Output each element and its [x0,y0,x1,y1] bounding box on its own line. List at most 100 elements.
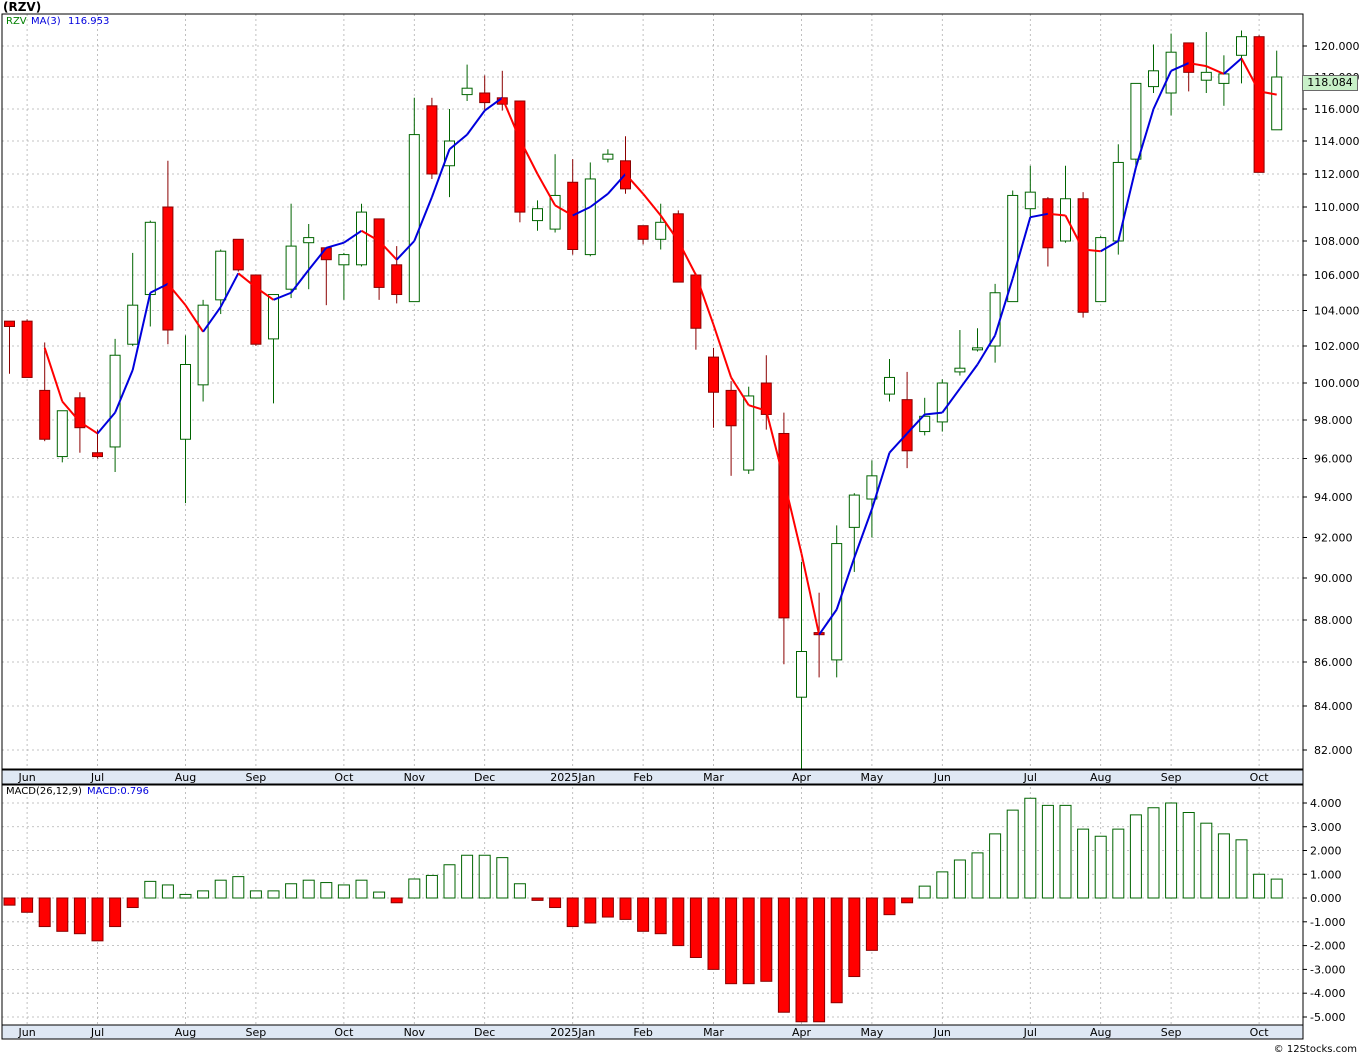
macd-bar [126,897,139,909]
price-x-label: Jun [18,771,36,784]
candle-body [672,213,684,283]
macd-bar [373,891,386,899]
macd-x-label: Jun [18,1026,36,1039]
candle-body [584,178,596,256]
candle-body [831,543,843,661]
ma3-line-segment [835,557,856,610]
price-x-label: Feb [633,771,652,784]
ma3-line-segment [448,133,468,151]
macd-bar [1147,807,1160,899]
ma3-line-segment [1223,57,1243,75]
price-tick-label: 104.000 [1314,305,1360,318]
candle-body [74,397,86,429]
candle-body [919,415,931,433]
ma3-line-segment [800,553,821,635]
macd-bar [918,885,931,899]
ma3-line-segment [659,214,680,242]
candle-body [989,292,1001,347]
candle-body [444,140,455,167]
macd-x-label: Oct [334,1026,354,1039]
macd-bar [531,897,544,901]
macd-bar [883,897,896,916]
macd-bar [302,879,315,899]
ma3-line-segment [677,240,697,276]
ma3-line-segment [1117,167,1137,242]
ma3-line-segment [536,173,556,206]
candle-body [1253,36,1265,173]
macd-bar [1235,839,1248,899]
ma3-line-segment [378,240,398,261]
ma3-line-segment [1152,70,1173,110]
candle-body [637,225,649,240]
macd-bar [1006,809,1019,899]
ma3-line-segment [941,387,961,414]
macd-tick-label: -3.000 [1310,963,1345,976]
candle-body [1077,198,1089,313]
price-tick-label: 116.000 [1314,103,1360,116]
candle-body [162,206,174,331]
macd-bar [320,882,333,899]
candle-body [848,494,860,528]
price-legend-ma: MA(3) [31,16,61,27]
price-tick-label: 108.000 [1314,235,1360,248]
ma3-line-segment [484,96,503,112]
ma3-line-segment [413,196,433,242]
price-x-label: Apr [792,771,812,784]
price-date-band [1,769,1304,785]
candle-body [408,134,420,303]
price-x-label: Jul [90,771,104,784]
macd-bar [637,897,650,932]
macd-bar [1200,822,1213,899]
price-tick-label: 84.000 [1314,700,1353,713]
candle-body [391,264,403,296]
macd-bar [443,864,456,899]
macd-bar [91,897,104,942]
macd-bar [584,897,597,924]
price-tick-label: 94.000 [1314,491,1353,504]
macd-bar [179,893,192,899]
macd-bar [989,833,1002,899]
macd-bar [3,897,16,906]
chart-title: (RZV) [3,0,42,14]
macd-bar [953,859,966,899]
candle-body [127,304,139,345]
candle-body [1148,70,1159,88]
ma3-line-segment [273,291,292,301]
candle-body [373,218,385,288]
candle-body [479,92,491,104]
price-tick-label: 106.000 [1314,269,1360,282]
macd-bar [1024,797,1037,899]
candle-body [1024,191,1036,210]
candle-body [144,221,156,296]
candle-body [954,367,966,373]
price-tick-label: 86.000 [1314,656,1353,669]
macd-y-axis: -5.000 -4.000 -3.000 -2.000 -1.000 0.000 1.000… [1303,797,1345,1024]
macd-bar [56,897,69,932]
macd-x-label: Dec [474,1026,495,1039]
macd-bar [249,890,262,899]
macd-bar [161,884,174,899]
ma3-line-segment [343,229,363,244]
macd-bar [566,897,579,928]
price-tick-label: 102.000 [1314,340,1360,353]
candle-body [866,475,878,500]
ma3-line-segment [307,247,328,271]
candle-body [56,410,68,458]
price-tick-label: 110.000 [1314,201,1360,214]
candle-body [725,389,737,427]
macd-bar [38,897,51,928]
macd-bar [1041,804,1054,899]
price-tick-label: 96.000 [1314,453,1353,466]
ma3-line-segment [589,193,609,208]
macd-bar [901,897,914,904]
ma3-line-segment [1100,240,1119,253]
ma3-line-segment [360,229,380,242]
macd-bar [1112,828,1125,899]
candle-body [1200,71,1212,81]
candle-body [936,382,948,423]
ma3-line-segment [395,240,416,261]
candle-body [1007,194,1019,303]
macd-bar [971,852,984,899]
macd-bar [408,878,421,899]
candle-body [1042,198,1054,249]
